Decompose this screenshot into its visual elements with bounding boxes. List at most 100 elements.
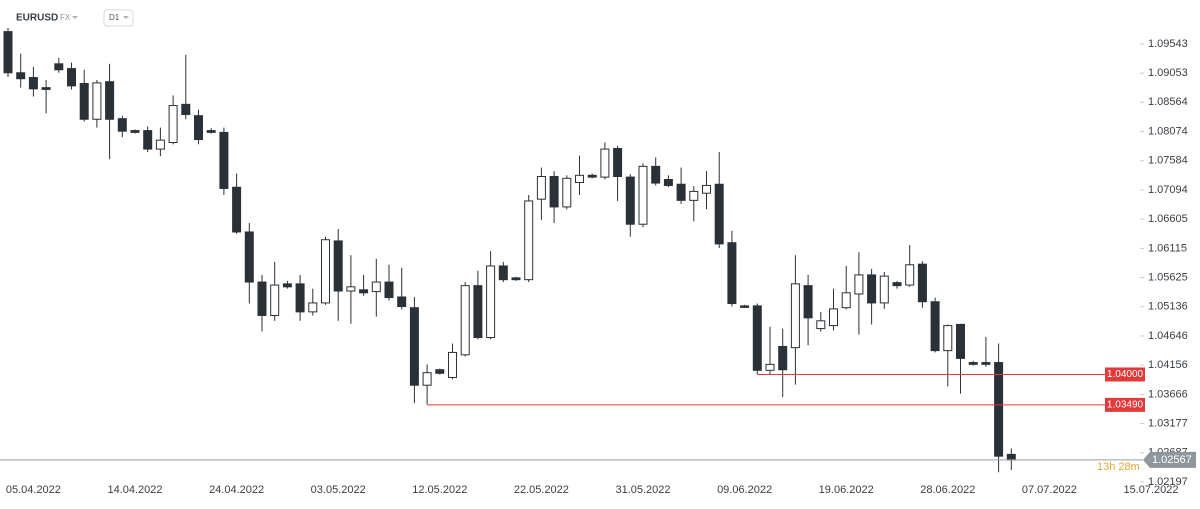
candle-body [613, 147, 623, 178]
candle-body [54, 63, 64, 71]
x-tick-label: 22.05.2022 [514, 484, 569, 496]
price-level-tag [1105, 367, 1145, 382]
candle-body [905, 264, 915, 286]
candle-body [295, 283, 305, 313]
candle-body [346, 286, 356, 292]
candle-body [409, 307, 419, 386]
candle-body [524, 200, 534, 281]
candle-body [155, 139, 165, 150]
candle-body [587, 174, 597, 178]
candle-body [473, 285, 483, 339]
y-tick-label: 1.04156 [1148, 359, 1188, 371]
candle-body [448, 351, 457, 378]
candle-body [892, 282, 902, 287]
y-tick-label: 1.03177 [1148, 417, 1188, 429]
candle-body [28, 77, 38, 90]
candle-body [79, 82, 89, 120]
candle-body [689, 190, 699, 201]
candle-body [765, 363, 775, 371]
candle-body [740, 305, 750, 308]
candle-body [232, 186, 242, 233]
y-tick-label: 1.09053 [1148, 67, 1188, 79]
x-tick-label: 19.06.2022 [819, 484, 874, 496]
candle-body [257, 281, 267, 316]
candle-body [105, 81, 115, 120]
candle-body [397, 296, 407, 308]
candle-body [194, 115, 203, 141]
candle-body [981, 362, 991, 365]
candle-body [460, 285, 470, 356]
candle-body [486, 265, 496, 339]
candle-body [549, 176, 559, 208]
x-tick-label: 24.04.2022 [209, 484, 264, 496]
y-tick-label: 1.08074 [1148, 125, 1188, 137]
candle-body [956, 323, 965, 359]
candle-body [714, 183, 724, 245]
current-price-label: 1.02567 [1152, 454, 1192, 466]
candle-body [333, 240, 343, 292]
x-tick-label: 07.07.2022 [1022, 484, 1077, 496]
candle-body [41, 87, 51, 90]
candle-body [943, 325, 953, 352]
candle-body [663, 178, 673, 186]
candle-body [562, 177, 572, 208]
price-level-tag [1105, 397, 1145, 412]
candle-body [702, 184, 711, 194]
candle-body [854, 274, 864, 295]
x-tick-label: 12.05.2022 [412, 484, 467, 496]
y-tick-label: 1.07584 [1148, 155, 1188, 167]
y-tick-label: 1.05136 [1148, 301, 1188, 313]
candle-body [282, 283, 292, 288]
x-tick-label: 31.05.2022 [615, 484, 670, 496]
candle-body [778, 345, 788, 371]
x-tick-label: 05.04.2022 [6, 484, 61, 496]
y-tick-label: 1.06605 [1148, 213, 1188, 225]
candle-body [498, 265, 508, 281]
timeframe: D1 [109, 13, 120, 22]
candle-body [867, 274, 877, 304]
candle-body [752, 305, 762, 371]
candle-body [816, 320, 826, 330]
price-level-label: 1.04000 [1107, 369, 1144, 380]
candle-body [117, 118, 127, 132]
candle-body [829, 308, 838, 327]
x-tick-label: 09.06.2022 [717, 484, 772, 496]
candle-body [676, 183, 686, 201]
x-tick-label: 14.04.2022 [107, 484, 162, 496]
price-level-label: 1.03490 [1107, 400, 1144, 411]
x-tick-label: 28.06.2022 [920, 484, 975, 496]
candle-body [651, 165, 661, 184]
candle-body [384, 281, 394, 299]
candle-body [371, 281, 381, 293]
y-tick-label: 1.08564 [1148, 96, 1188, 108]
candle-body [422, 372, 432, 386]
candle-body [968, 362, 978, 365]
timeframe-caret [123, 16, 129, 19]
y-tick-label: 1.03666 [1148, 388, 1188, 400]
candle-body [994, 362, 1004, 457]
symbol: EURUSD [16, 13, 58, 24]
market-caret[interactable] [72, 16, 78, 19]
x-tick-label: 03.05.2022 [311, 484, 366, 496]
candle-body [206, 130, 216, 133]
y-tick-label: 1.04646 [1148, 330, 1188, 342]
candle-body [575, 174, 584, 183]
x-tick-label: 15.07.2022 [1123, 484, 1178, 496]
candle-body [359, 289, 369, 294]
candle-body [879, 275, 889, 304]
candle-body [803, 285, 813, 319]
candle-body [511, 277, 521, 281]
candle-body [727, 242, 737, 305]
candle-body [219, 131, 229, 189]
candle-body [600, 148, 610, 178]
candle-body [308, 302, 318, 313]
candle-body [168, 105, 178, 144]
candle-body [143, 130, 153, 150]
candle-body [321, 239, 330, 304]
timeframe-select[interactable] [103, 9, 134, 27]
candle-body [67, 68, 76, 87]
candle-body [917, 263, 927, 303]
y-tick-label: 1.07094 [1148, 184, 1188, 196]
candle-body [92, 82, 102, 120]
